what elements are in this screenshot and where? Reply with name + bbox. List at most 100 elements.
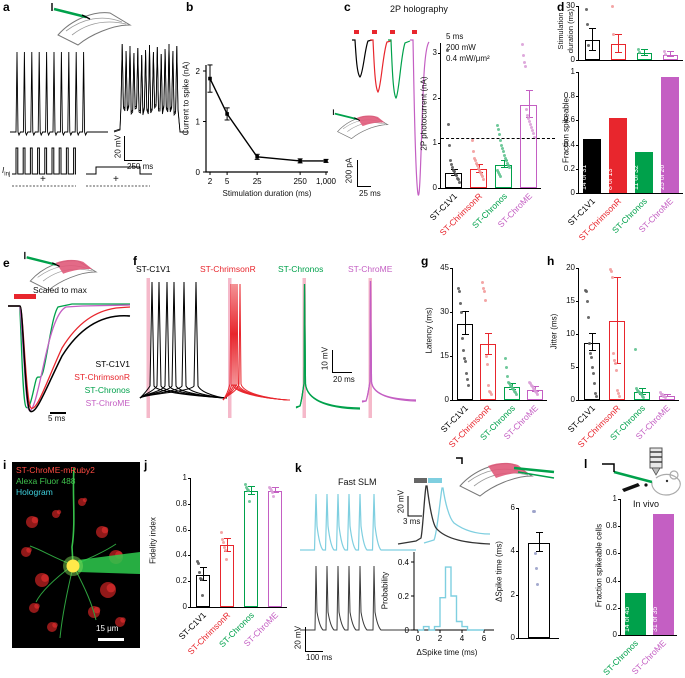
panel-a-label: a <box>3 0 10 14</box>
path-shape <box>10 51 108 137</box>
data-dot <box>452 168 455 172</box>
data-dot <box>503 154 506 158</box>
error-bar <box>488 334 490 355</box>
data-dot <box>220 538 224 542</box>
data-dot <box>479 171 482 175</box>
data-dot <box>502 150 505 154</box>
tick-mark <box>450 400 453 401</box>
data-dot <box>196 561 200 565</box>
error-bar <box>591 334 593 352</box>
polygon-shape <box>651 467 661 476</box>
path-shape <box>86 166 152 175</box>
fidelity-index-bar-chart: 1 0.8 0.6 0.4 0.2 0 ST-C1V1 ST-ChrimsonR ST-Chro… <box>176 473 287 656</box>
path-shape <box>65 17 123 32</box>
error-cap <box>589 50 596 51</box>
circle-shape <box>101 526 109 534</box>
tick-label: 0 <box>444 395 449 404</box>
data-dot <box>482 289 486 293</box>
text-shape: 1,000 <box>316 177 337 186</box>
data-dot <box>271 494 275 498</box>
tick-mark <box>576 96 579 98</box>
data-dot <box>496 168 499 172</box>
path-shape <box>413 552 494 631</box>
error-cap <box>500 159 508 161</box>
scalebar-horizontal <box>305 651 323 652</box>
data-dot <box>526 113 529 117</box>
tick-mark <box>576 400 579 401</box>
path-shape <box>71 21 127 36</box>
data-dot <box>592 372 595 376</box>
error-bar <box>644 50 645 56</box>
error-cap <box>508 382 516 384</box>
rect-shape <box>390 30 395 34</box>
circle-shape <box>66 559 80 573</box>
rect-shape <box>225 112 229 116</box>
path-shape <box>139 281 228 399</box>
c-title: 2P holography <box>390 4 448 14</box>
polygon-shape <box>78 552 140 574</box>
tick-mark <box>450 268 453 269</box>
data-dot <box>268 486 272 490</box>
error-cap <box>613 362 621 364</box>
error-bar <box>641 389 643 395</box>
data-dot <box>504 156 507 160</box>
data-dot <box>636 47 640 51</box>
scalebar-time-label: 5 ms <box>48 414 66 423</box>
data-dot <box>448 143 451 147</box>
e-title: Scaled to max <box>33 285 87 295</box>
tick-mark <box>576 6 579 7</box>
error-cap <box>461 311 469 312</box>
bar <box>624 592 646 635</box>
data-dot <box>466 377 470 381</box>
tick-mark <box>438 188 441 189</box>
tick-label: 0.4 <box>563 139 575 149</box>
bar <box>583 342 600 400</box>
data-dot <box>270 490 274 494</box>
tick-mark <box>576 367 579 368</box>
data-dot <box>531 128 534 132</box>
tick-label: 0 <box>182 602 187 611</box>
data-dot <box>498 173 501 176</box>
text-shape: 250 <box>293 177 307 186</box>
tick-mark <box>438 52 441 54</box>
error-cap <box>532 386 540 388</box>
error-bar <box>528 91 530 119</box>
tick-label: 3 <box>432 47 437 57</box>
data-dot <box>463 357 467 361</box>
tick-label: 4 <box>510 546 515 556</box>
jitter-bar-scatter-chart: 20 15 10 5 0 ST-C1V1 ST-ChrimsonR ST-Chronos ST-… <box>565 263 679 449</box>
bar <box>652 513 674 635</box>
bar <box>635 151 653 193</box>
tick-label: 5 <box>570 362 575 371</box>
tick-mark <box>188 478 191 479</box>
category-label: ST-C1V1 <box>565 196 598 228</box>
panel-i-label: i <box>3 458 7 472</box>
data-dot <box>484 354 488 358</box>
path-shape <box>410 39 430 196</box>
data-dot <box>585 290 588 294</box>
tick-label: 2 <box>432 92 437 102</box>
tick-label: 0 <box>510 633 515 642</box>
data-dot <box>244 485 248 489</box>
error-cap <box>588 333 596 334</box>
text-shape: 2 <box>438 634 443 643</box>
tick-label: 15 <box>440 351 449 360</box>
circle-shape <box>82 497 88 503</box>
brain-slab-beams-icon <box>456 457 555 497</box>
j-y-axis-label: Fidelity index <box>148 517 158 564</box>
data-dot <box>521 43 524 47</box>
data-dot <box>532 132 535 136</box>
k-title: Fast SLM <box>338 477 377 487</box>
data-dot <box>221 541 225 544</box>
data-dot <box>480 281 484 285</box>
slm-spike-train-black <box>300 565 416 631</box>
data-dot <box>471 139 474 143</box>
data-dot <box>474 159 477 163</box>
tick-mark <box>576 193 579 194</box>
line-shape <box>613 470 653 484</box>
path-shape <box>71 467 75 566</box>
rect-shape <box>208 76 212 81</box>
tick-label: 0 <box>570 188 575 197</box>
error-cap <box>224 550 231 552</box>
data-dot <box>498 133 501 137</box>
